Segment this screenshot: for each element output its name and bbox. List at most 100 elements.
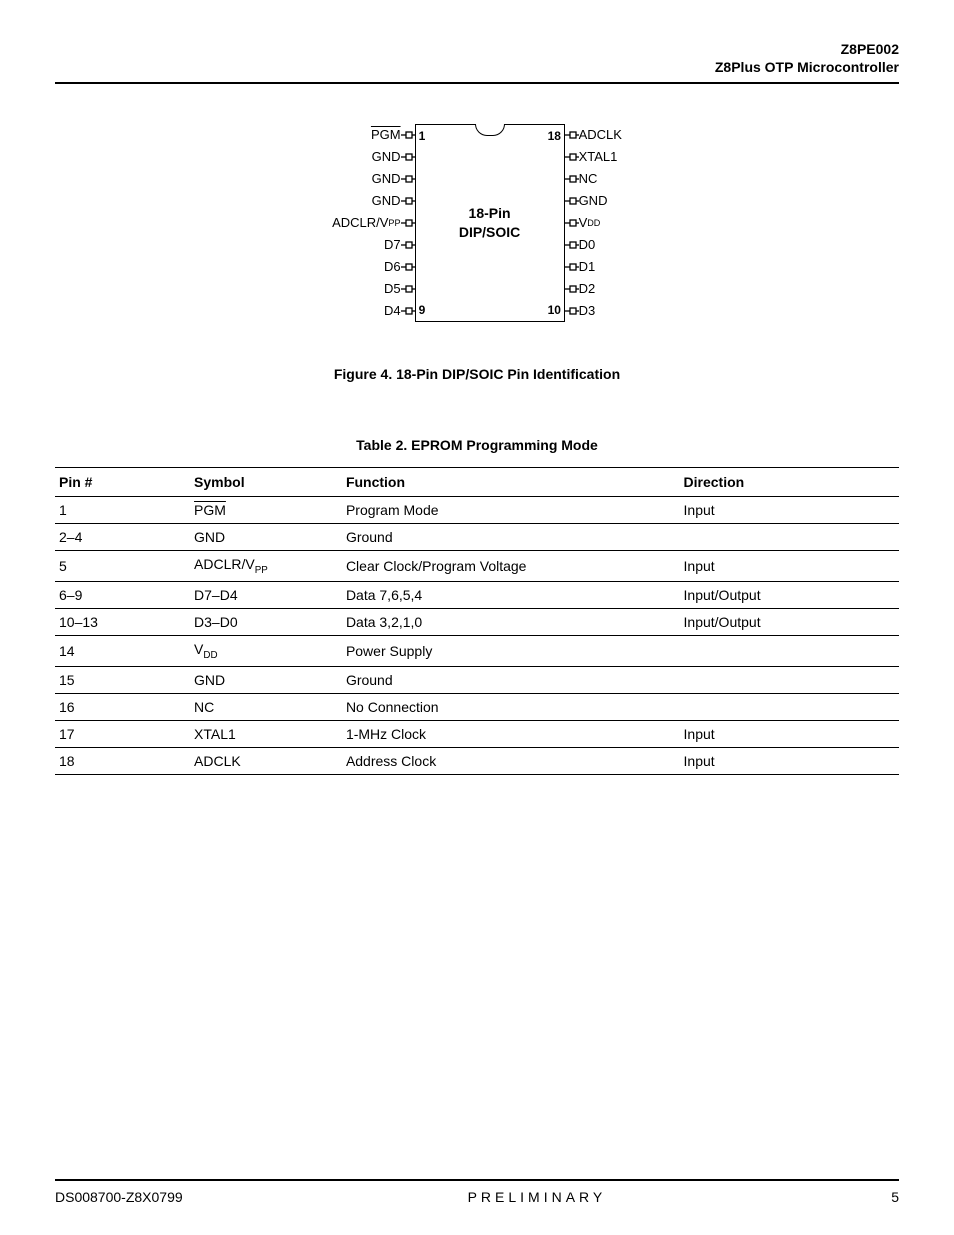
cell-function: 1-MHz Clock (342, 720, 680, 747)
chip-pin-label: GND (372, 146, 401, 168)
cell-function: Program Mode (342, 497, 680, 524)
pin-stub-icon (401, 278, 415, 300)
pin-stub-icon (565, 146, 579, 168)
table-caption: Table 2. EPROM Programming Mode (55, 437, 899, 453)
col-function: Function (342, 468, 680, 497)
cell-direction: Input/Output (680, 609, 899, 636)
cell-pin: 17 (55, 720, 190, 747)
figure-caption: Figure 4. 18-Pin DIP/SOIC Pin Identifica… (55, 366, 899, 382)
chip-left-labels: PGMGNDGNDGNDADCLR/VPPD7D6D5D4 (332, 124, 401, 322)
table-row: 5ADCLR/VPPClear Clock/Program VoltageInp… (55, 551, 899, 582)
chip-right-numbers: 1810 (548, 125, 564, 321)
cell-direction: Input (680, 497, 899, 524)
pin-stub-icon (401, 168, 415, 190)
cell-direction: Input (680, 720, 899, 747)
pin-stub-icon (565, 256, 579, 278)
table-row: 10–13D3–D0Data 3,2,1,0Input/Output (55, 609, 899, 636)
cell-symbol: ADCLR/VPP (190, 551, 342, 582)
pin-number (419, 234, 432, 256)
table-row: 16NCNo Connection (55, 693, 899, 720)
chip-pin-label: D1 (579, 256, 596, 278)
chip-diagram: PGMGNDGNDGNDADCLR/VPPD7D6D5D4 18-Pin DIP… (55, 124, 899, 322)
eprom-table: Pin # Symbol Function Direction 1PGMProg… (55, 467, 899, 775)
cell-direction: Input (680, 551, 899, 582)
footer-right: 5 (891, 1189, 899, 1205)
chip-right-pins (565, 124, 579, 322)
table-row: 14VDDPower Supply (55, 636, 899, 667)
pin-stub-icon (565, 234, 579, 256)
cell-pin: 10–13 (55, 609, 190, 636)
header-line1: Z8PE002 (55, 40, 899, 58)
pin-stub-icon (401, 146, 415, 168)
spacer (55, 775, 899, 1179)
chip-pin-label: GND (579, 190, 608, 212)
pin-number (419, 191, 432, 213)
footer: DS008700-Z8X0799 PRELIMINARY 5 (55, 1189, 899, 1205)
pin-stub-icon (565, 278, 579, 300)
chip-title-line1: 18-Pin (469, 205, 511, 221)
cell-pin: 15 (55, 666, 190, 693)
pin-number (548, 213, 561, 235)
chip-title: 18-Pin DIP/SOIC (459, 204, 520, 243)
pin-number (419, 256, 432, 278)
col-direction: Direction (680, 468, 899, 497)
cell-direction: Input (680, 747, 899, 774)
pin-stub-icon (565, 300, 579, 322)
chip-pin-label: D7 (384, 234, 401, 256)
cell-pin: 18 (55, 747, 190, 774)
pin-number (548, 169, 561, 191)
cell-pin: 6–9 (55, 582, 190, 609)
cell-function: Ground (342, 524, 680, 551)
pin-number (548, 278, 561, 300)
col-symbol: Symbol (190, 468, 342, 497)
pin-number: 18 (548, 125, 561, 147)
cell-direction (680, 693, 899, 720)
footer-rule (55, 1179, 899, 1181)
pin-stub-icon (401, 212, 415, 234)
col-pin: Pin # (55, 468, 190, 497)
pin-stub-icon (401, 234, 415, 256)
table-row: 6–9D7–D4Data 7,6,5,4Input/Output (55, 582, 899, 609)
table-row: 18ADCLKAddress ClockInput (55, 747, 899, 774)
pin-stub-icon (565, 212, 579, 234)
pin-number (419, 213, 432, 235)
chip-pin-label: VDD (579, 212, 601, 234)
chip-pin-label: GND (372, 190, 401, 212)
chip-body: 18-Pin DIP/SOIC 19 1810 (415, 124, 565, 322)
cell-function: Power Supply (342, 636, 680, 667)
table-body: 1PGMProgram ModeInput2–4GNDGround5ADCLR/… (55, 497, 899, 775)
cell-direction (680, 524, 899, 551)
pin-stub-icon (565, 190, 579, 212)
cell-function: Address Clock (342, 747, 680, 774)
pin-stub-icon (401, 256, 415, 278)
cell-symbol: ADCLK (190, 747, 342, 774)
cell-symbol: VDD (190, 636, 342, 667)
footer-left: DS008700-Z8X0799 (55, 1189, 183, 1205)
pin-number (419, 169, 432, 191)
chip-body-wrap: 18-Pin DIP/SOIC 19 1810 (415, 124, 565, 322)
chip-left-pins (401, 124, 415, 322)
pin-number (419, 278, 432, 300)
chip-pin-label: D0 (579, 234, 596, 256)
cell-pin: 14 (55, 636, 190, 667)
cell-direction: Input/Output (680, 582, 899, 609)
chip-pin-label: ADCLR/VPP (332, 212, 401, 234)
cell-pin: 5 (55, 551, 190, 582)
cell-function: Ground (342, 666, 680, 693)
chip-title-line2: DIP/SOIC (459, 224, 520, 240)
chip-pin-label: XTAL1 (579, 146, 618, 168)
pin-stub-icon (401, 124, 415, 146)
chip-notch-icon (475, 124, 505, 136)
cell-function: Clear Clock/Program Voltage (342, 551, 680, 582)
pin-number (548, 191, 561, 213)
cell-symbol: NC (190, 693, 342, 720)
pin-stub-icon (565, 168, 579, 190)
pin-stub-icon (565, 124, 579, 146)
chip-pin-label: NC (579, 168, 598, 190)
pin-stub-icon (401, 190, 415, 212)
chip-left-numbers: 19 (416, 125, 432, 321)
table-row: 1PGMProgram ModeInput (55, 497, 899, 524)
pin-number: 10 (548, 299, 561, 321)
cell-symbol: GND (190, 524, 342, 551)
cell-pin: 1 (55, 497, 190, 524)
